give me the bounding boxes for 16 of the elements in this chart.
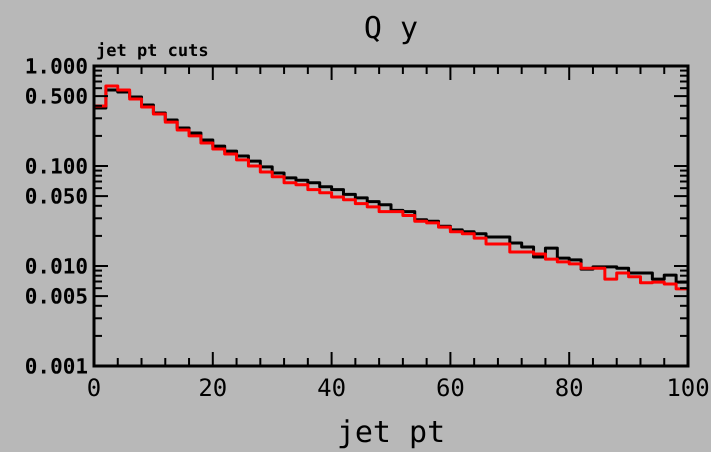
- x-tick-label: 60: [436, 374, 465, 402]
- y-tick-label: 0.500: [24, 84, 88, 108]
- x-tick-label: 0: [86, 374, 102, 402]
- x-tick-label: 20: [198, 374, 228, 402]
- chart-subtitle: jet pt cuts: [96, 41, 209, 61]
- y-tick-label: 0.050: [24, 184, 88, 208]
- x-tick-label: 100: [666, 374, 710, 402]
- y-tick-label: 0.100: [24, 154, 88, 178]
- x-tick-label: 80: [554, 374, 584, 402]
- x-axis-title: jet pt: [336, 415, 446, 450]
- y-tick-label: 1.000: [24, 54, 88, 78]
- chart-title: Q y: [364, 11, 418, 46]
- y-tick-label: 0.010: [24, 254, 88, 278]
- y-tick-label: 0.005: [24, 284, 88, 308]
- x-tick-label: 40: [317, 374, 346, 402]
- y-tick-label: 0.001: [24, 354, 88, 378]
